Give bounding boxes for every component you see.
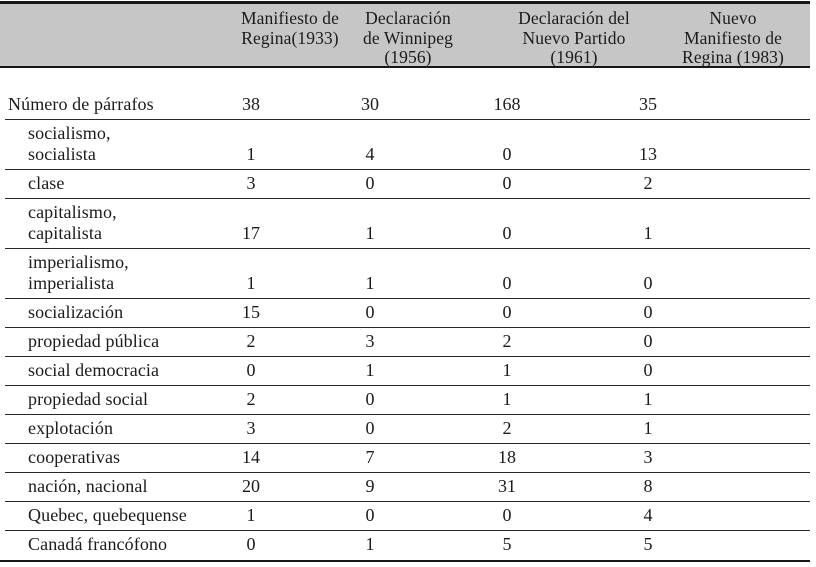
row-label: propiedad pública [28, 331, 160, 351]
cell-value: 0 [246, 360, 256, 380]
row-label: Número de párrafos [8, 94, 154, 114]
cell-value: 3 [365, 331, 375, 351]
cell-value: 1 [365, 223, 375, 243]
cell-value: 2 [643, 173, 653, 193]
cell-value: 1 [365, 534, 375, 554]
cell-value: 0 [502, 505, 512, 525]
cell-value: 30 [361, 94, 379, 114]
cell-value: 4 [643, 505, 653, 525]
row-label: nación, nacional [28, 476, 148, 496]
row-label: imperialismo, imperialista [28, 252, 129, 293]
cell-value: 18 [498, 447, 516, 467]
cell-value: 0 [365, 505, 375, 525]
cell-value: 0 [502, 173, 512, 193]
cell-value: 3 [643, 447, 653, 467]
cell-value: 0 [643, 360, 653, 380]
row-label: Quebec, quebequense [28, 505, 187, 525]
cell-value: 0 [502, 223, 512, 243]
cell-value: 1 [365, 360, 375, 380]
table-row: Quebec, quebequense 1 0 0 4 [0, 502, 810, 531]
column-header-winnipeg-1956: Declaración de Winnipeg (1956) [363, 8, 453, 67]
cell-value: 1 [502, 389, 512, 409]
cell-value: 0 [643, 302, 653, 322]
cell-value: 1 [365, 273, 375, 293]
table-row: social democracia 0 1 1 0 [0, 357, 810, 386]
cell-value: 3 [246, 418, 256, 438]
cell-value: 1 [643, 389, 653, 409]
cell-value: 13 [639, 144, 657, 164]
row-label: Canadá francófono [28, 534, 168, 554]
cell-value: 9 [365, 476, 375, 496]
row-label: social democracia [28, 360, 160, 380]
cell-value: 1 [246, 144, 256, 164]
table-row: nación, nacional 20 9 31 8 [0, 473, 810, 502]
cell-value: 0 [502, 144, 512, 164]
column-header-regina-1983: Nuevo Manifiesto de Regina (1983) [682, 8, 784, 67]
cell-value: 2 [502, 331, 512, 351]
column-header-regina-1933: Manifiesto de Regina(1933) [240, 8, 339, 48]
cell-value: 1 [502, 360, 512, 380]
cell-value: 1 [643, 223, 653, 243]
cell-value: 2 [246, 331, 256, 351]
table-row: explotación 3 0 2 1 [0, 415, 810, 444]
row-label: explotación [28, 418, 114, 438]
table-row: propiedad pública 2 3 2 0 [0, 328, 810, 357]
cell-value: 0 [643, 331, 653, 351]
table-row: propiedad social 2 0 1 1 [0, 386, 810, 415]
cell-value: 38 [242, 94, 260, 114]
cell-value: 0 [365, 389, 375, 409]
table-row: cooperativas 14 7 18 3 [0, 444, 810, 473]
cell-value: 1 [643, 418, 653, 438]
cell-value: 0 [502, 273, 512, 293]
cell-value: 1 [246, 273, 256, 293]
cell-value: 0 [365, 173, 375, 193]
cell-value: 31 [498, 476, 516, 496]
cell-value: 3 [246, 173, 256, 193]
table-row: socialismo, socialista 1 4 0 13 [0, 120, 810, 170]
cell-value: 7 [365, 447, 375, 467]
table-row: Número de párrafos 38 30 168 35 [0, 68, 810, 120]
cell-value: 0 [365, 418, 375, 438]
cell-value: 20 [242, 476, 260, 496]
table-row: socialización 15 0 0 0 [0, 299, 810, 328]
table-row: Canadá francófono 0 1 5 5 [0, 531, 810, 560]
row-label: clase [28, 173, 65, 193]
row-label: socialismo, socialista [28, 123, 111, 164]
cell-value: 0 [246, 534, 256, 554]
table-header-row: Manifiesto de Regina(1933) Declaración d… [0, 4, 810, 68]
cell-value: 2 [502, 418, 512, 438]
cell-value: 0 [643, 273, 653, 293]
cell-value: 15 [242, 302, 260, 322]
row-label: capitalismo, capitalista [28, 202, 117, 243]
cell-value: 35 [639, 94, 657, 114]
table-row: capitalismo, capitalista 17 1 0 1 [0, 199, 810, 249]
cell-value: 2 [246, 389, 256, 409]
column-header-nuevo-partido-1961: Declaración del Nuevo Partido (1961) [518, 8, 630, 67]
cell-value: 0 [502, 302, 512, 322]
cell-value: 5 [643, 534, 653, 554]
cell-value: 0 [365, 302, 375, 322]
row-label: socialización [28, 302, 124, 322]
table-row: clase 3 0 0 2 [0, 170, 810, 199]
table-row: imperialismo, imperialista 1 1 0 0 [0, 249, 810, 299]
row-label: propiedad social [28, 389, 149, 409]
cell-value: 168 [493, 94, 521, 114]
row-label: cooperativas [28, 447, 121, 467]
cell-value: 5 [502, 534, 512, 554]
cell-value: 17 [242, 223, 260, 243]
cell-value: 4 [365, 144, 375, 164]
cell-value: 1 [246, 505, 256, 525]
cell-value: 14 [242, 447, 260, 467]
cell-value: 8 [643, 476, 653, 496]
